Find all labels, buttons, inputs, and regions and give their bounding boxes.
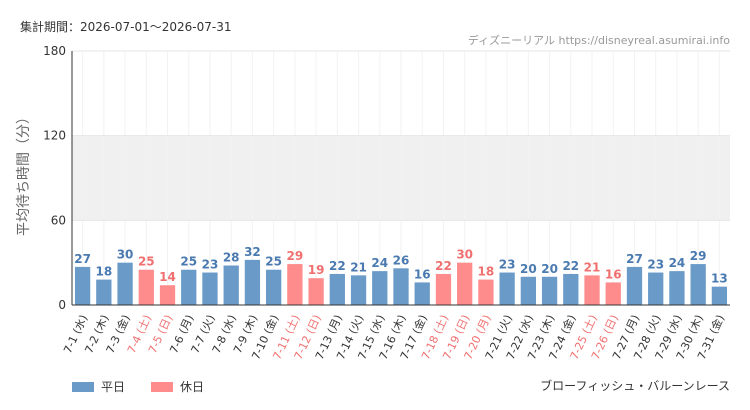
data-label: 16 — [605, 267, 622, 281]
bar — [74, 266, 91, 305]
data-label: 21 — [350, 260, 367, 274]
legend-item-holiday: 休日 — [151, 378, 204, 395]
data-label: 27 — [74, 252, 91, 266]
data-label: 28 — [223, 250, 240, 264]
data-label: 22 — [562, 259, 579, 273]
data-label: 18 — [478, 265, 495, 279]
bar — [244, 259, 261, 305]
bar — [669, 271, 685, 305]
data-label: 16 — [414, 267, 431, 281]
bar — [541, 276, 558, 305]
bar — [499, 272, 515, 305]
legend-item-weekday: 平日 — [72, 378, 125, 395]
bar — [414, 282, 430, 305]
data-label: 30 — [117, 248, 134, 262]
data-label: 22 — [435, 259, 452, 273]
data-label: 25 — [265, 255, 282, 269]
bar — [287, 264, 303, 305]
bar — [350, 275, 367, 305]
data-label: 23 — [202, 258, 219, 272]
data-label: 25 — [138, 255, 155, 269]
bar — [138, 269, 154, 305]
y-tick-label: 0 — [58, 298, 66, 312]
bar — [563, 273, 579, 305]
data-label: 21 — [584, 260, 601, 274]
bar — [626, 266, 643, 305]
bar — [478, 279, 494, 305]
bar — [648, 272, 664, 305]
data-label: 24 — [669, 256, 686, 270]
legend-label-holiday: 休日 — [180, 380, 205, 394]
bar — [308, 278, 324, 305]
site-credit: ディズニーリアル https://disneyreal.asumirai.inf… — [467, 34, 730, 47]
data-label: 23 — [499, 258, 516, 272]
y-tick-label: 180 — [43, 44, 66, 58]
bar — [96, 279, 112, 305]
bar — [457, 262, 473, 305]
data-label: 18 — [95, 265, 112, 279]
bar — [223, 265, 239, 305]
legend-swatch-holiday — [151, 381, 174, 392]
data-label: 20 — [520, 262, 537, 276]
bar — [117, 262, 133, 305]
period-label: 集計期間：2026-07-01～2026-07-31 — [20, 20, 232, 34]
bar — [159, 285, 176, 305]
data-label: 32 — [244, 245, 261, 259]
attraction-name: ブローフィッシュ・バルーンレース — [540, 379, 730, 393]
bar — [372, 271, 388, 305]
data-label: 24 — [371, 256, 388, 270]
bar — [605, 282, 621, 305]
data-label: 20 — [541, 262, 558, 276]
data-label: 26 — [393, 253, 410, 267]
legend-swatch-weekday — [72, 381, 94, 392]
data-label: 29 — [287, 249, 304, 263]
legend-label-weekday: 平日 — [101, 380, 126, 394]
data-label: 25 — [180, 255, 197, 269]
data-label: 27 — [626, 252, 643, 266]
y-tick-label: 120 — [43, 129, 66, 143]
data-label: 19 — [308, 263, 325, 277]
legend: 平日 休日 — [72, 378, 204, 395]
data-label: 22 — [329, 259, 346, 273]
data-label: 23 — [647, 258, 664, 272]
bar — [266, 269, 282, 305]
bar — [690, 264, 706, 305]
data-label: 30 — [456, 248, 473, 262]
bar — [520, 276, 536, 305]
bar — [584, 275, 600, 305]
y-tick-label: 60 — [51, 213, 66, 227]
bar — [711, 286, 728, 305]
bar — [435, 273, 452, 305]
bar — [393, 268, 409, 305]
bar — [202, 272, 218, 305]
data-label: 29 — [690, 249, 707, 263]
bars-layer: 27 18 30 25 14 25 23 28 32 25 29 19 22 21 24 26 16 22 30 18… — [74, 245, 728, 305]
data-label: 14 — [159, 270, 176, 284]
bar — [329, 273, 345, 305]
bar — [181, 269, 197, 305]
data-label: 13 — [711, 272, 728, 286]
